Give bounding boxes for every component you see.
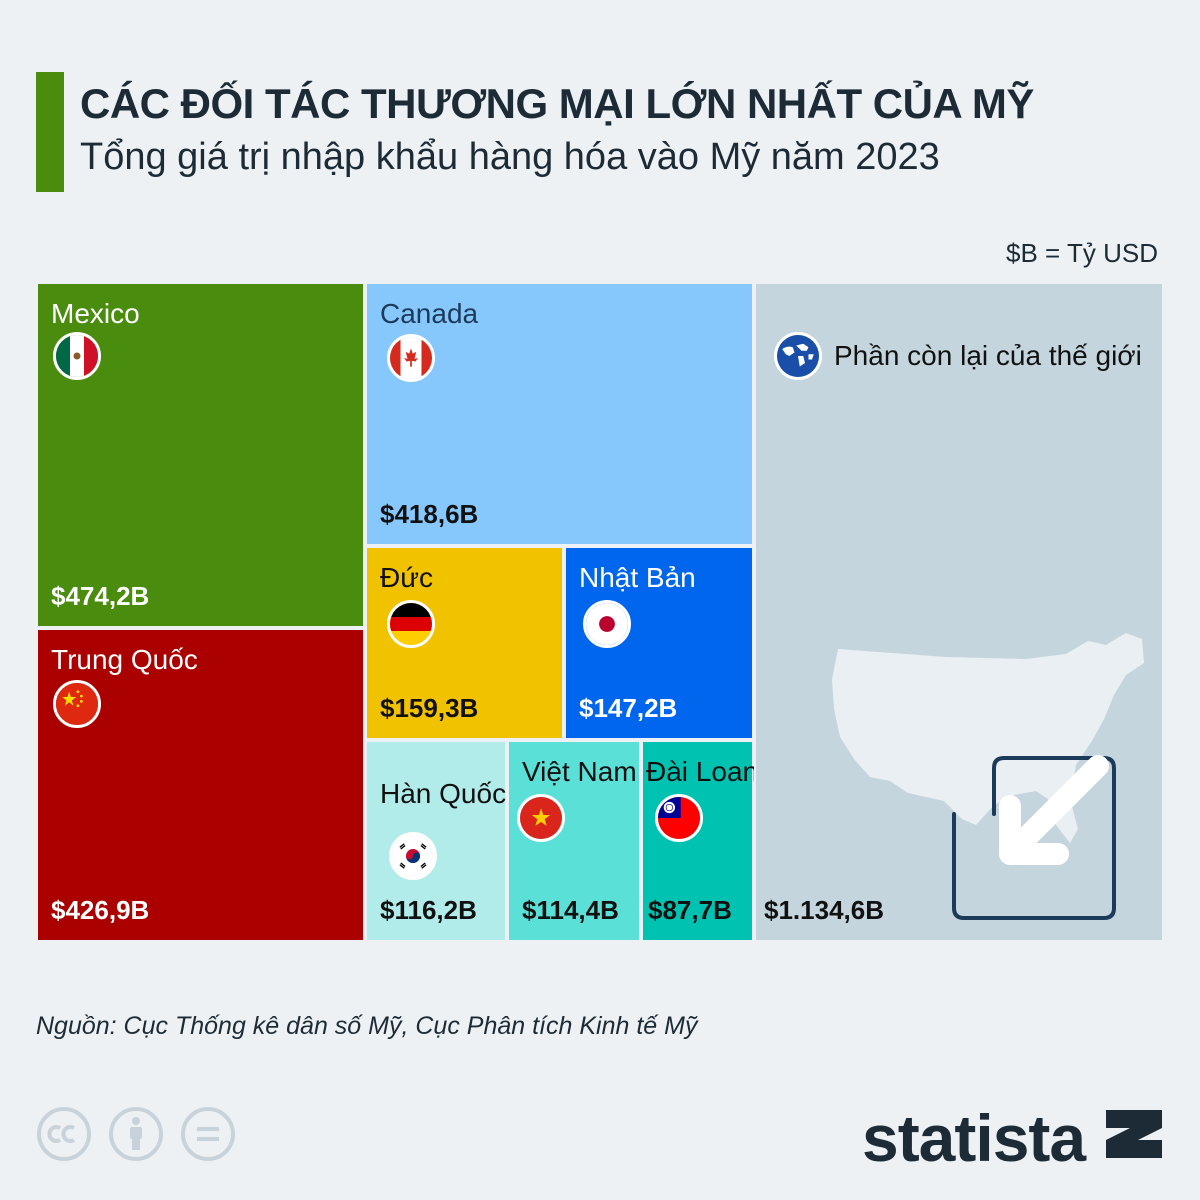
- tile-value: $426,9B: [51, 895, 150, 925]
- no-derivatives-icon[interactable]: [180, 1106, 236, 1162]
- statista-logo-icon: [1106, 1110, 1162, 1158]
- germany-flag-icon: [387, 600, 435, 648]
- tile-label: Hàn Quốc: [380, 778, 507, 809]
- tile-value: $418,6B: [380, 499, 479, 529]
- tile-south-korea: Hàn Quốc $116,2B: [365, 740, 507, 942]
- tile-label: Mexico: [51, 298, 140, 329]
- tile-japan: Nhật Bản $147,2B: [564, 546, 754, 740]
- tile-label: Phần còn lại của thế giới: [834, 340, 1142, 371]
- tile-label: Đài Loan: [646, 756, 759, 787]
- tile-value: $147,2B: [579, 693, 678, 723]
- chart-title: CÁC ĐỐI TÁC THƯƠNG MẠI LỚN NHẤT CỦA MỸ: [80, 80, 1034, 127]
- tile-value: $114,4B: [522, 895, 619, 925]
- vietnam-flag-icon: [517, 794, 565, 842]
- tile-value: $159,3B: [380, 693, 479, 723]
- title-accent-bar: [36, 72, 64, 192]
- tile-china: Trung Quốc $426,9B: [36, 628, 365, 942]
- tile-germany: Đức $159,3B: [365, 546, 564, 740]
- tile-label: Trung Quốc: [51, 644, 198, 675]
- tile-label: Đức: [380, 562, 433, 593]
- attribution-icon[interactable]: [108, 1106, 164, 1162]
- tile-value: $87,7B: [648, 895, 732, 925]
- tile-label: Canada: [380, 298, 479, 329]
- world-globe-icon: [774, 332, 822, 380]
- unit-note: $B = Tỷ USD: [1006, 238, 1158, 268]
- china-flag-icon: [53, 680, 101, 728]
- tile-mexico: Mexico $474,2B: [36, 282, 365, 628]
- mexico-flag-icon: [53, 332, 101, 380]
- tile-value: $474,2B: [51, 581, 150, 611]
- south-korea-flag-icon: [389, 832, 437, 880]
- tile-value: $1.134,6B: [764, 895, 884, 925]
- canada-flag-icon: [387, 334, 435, 382]
- tile-taiwan: Đài Loan $87,7B: [641, 740, 758, 942]
- source-note: Nguồn: Cục Thống kê dân số Mỹ, Cục Phân …: [36, 1012, 698, 1040]
- tile-label: Nhật Bản: [579, 562, 696, 593]
- tile-value: $116,2B: [380, 895, 477, 925]
- tile-canada: Canada $418,6B: [365, 282, 754, 546]
- chart-subtitle: Tổng giá trị nhập khẩu hàng hóa vào Mỹ n…: [80, 136, 940, 178]
- japan-flag-icon: [583, 600, 631, 648]
- tile-rest-of-world: Phần còn lại của thế giới $1.134,6B: [754, 282, 1164, 942]
- tile-label: Việt Nam: [522, 756, 637, 787]
- arrow-in-icon: [952, 755, 1116, 920]
- cc-icon[interactable]: [36, 1106, 92, 1162]
- statista-wordmark: statista: [862, 1101, 1086, 1175]
- taiwan-flag-icon: [655, 794, 703, 842]
- tile-vietnam: Việt Nam $114,4B: [507, 740, 641, 942]
